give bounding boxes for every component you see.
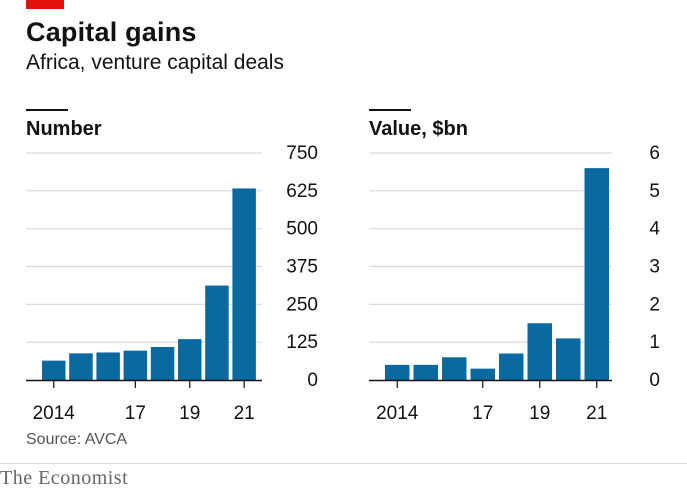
y-tick-label: 2 — [649, 294, 660, 315]
y-tick-label: 5 — [649, 181, 660, 202]
bar-2020 — [205, 285, 229, 380]
y-tick-label: 750 — [286, 143, 318, 164]
x-tick-label: 2014 — [33, 403, 76, 424]
x-tick-label: 21 — [234, 403, 255, 424]
bar-2018 — [499, 353, 524, 380]
chart-subtitle: Africa, venture capital deals — [26, 51, 284, 74]
chart-title: Capital gains — [26, 17, 197, 47]
x-tick-label: 17 — [472, 403, 493, 424]
y-tick-label: 500 — [286, 219, 318, 240]
bar-2017 — [470, 368, 495, 380]
y-tick-label: 250 — [286, 294, 318, 315]
y-tick-label: 1 — [649, 332, 660, 353]
bar-2019 — [527, 323, 552, 380]
y-tick-label: 4 — [649, 219, 660, 240]
bar-2014 — [42, 360, 66, 380]
economist-red-tag — [26, 0, 64, 9]
y-tick-label: 6 — [649, 143, 660, 164]
panel-title-rule — [369, 109, 411, 111]
bar-2014 — [385, 364, 410, 380]
x-tick-label: 17 — [125, 403, 146, 424]
panel-value: Value, $bn 0 1 2 3 4 5 6 2014 17 19 21 — [369, 109, 660, 424]
y-tick-label: 125 — [286, 332, 318, 353]
panel-title: Number — [26, 118, 102, 140]
y-tick-label: 0 — [307, 370, 318, 391]
panel-title-rule — [26, 109, 68, 111]
source-note: Source: AVCA — [26, 431, 128, 448]
x-tick-label: 2014 — [376, 403, 419, 424]
y-tick-label: 625 — [286, 181, 318, 202]
y-tick-label: 3 — [649, 257, 660, 278]
bar-2015 — [413, 364, 438, 380]
y-tick-label: 0 — [649, 370, 660, 391]
bar-2020 — [556, 338, 581, 380]
bar-2019 — [178, 339, 202, 380]
bar-2021 — [584, 168, 609, 380]
x-tick-label: 21 — [586, 403, 607, 424]
bar-2016 — [442, 357, 467, 380]
bar-2015 — [69, 353, 93, 380]
x-tick-label: 19 — [179, 403, 200, 424]
x-tick-label: 19 — [529, 403, 550, 424]
bar-2017 — [123, 350, 148, 380]
bar-2018 — [150, 347, 175, 380]
brand-logo-text: The Economist — [0, 467, 129, 489]
y-tick-label: 375 — [286, 257, 318, 278]
panel-title: Value, $bn — [369, 118, 468, 140]
panel-number: Number 0 125 250 375 500 625 750 2014 17 19 21 — [26, 109, 318, 424]
brand-divider — [0, 463, 687, 464]
bar-2021 — [232, 188, 256, 380]
bar-2016 — [96, 352, 120, 380]
